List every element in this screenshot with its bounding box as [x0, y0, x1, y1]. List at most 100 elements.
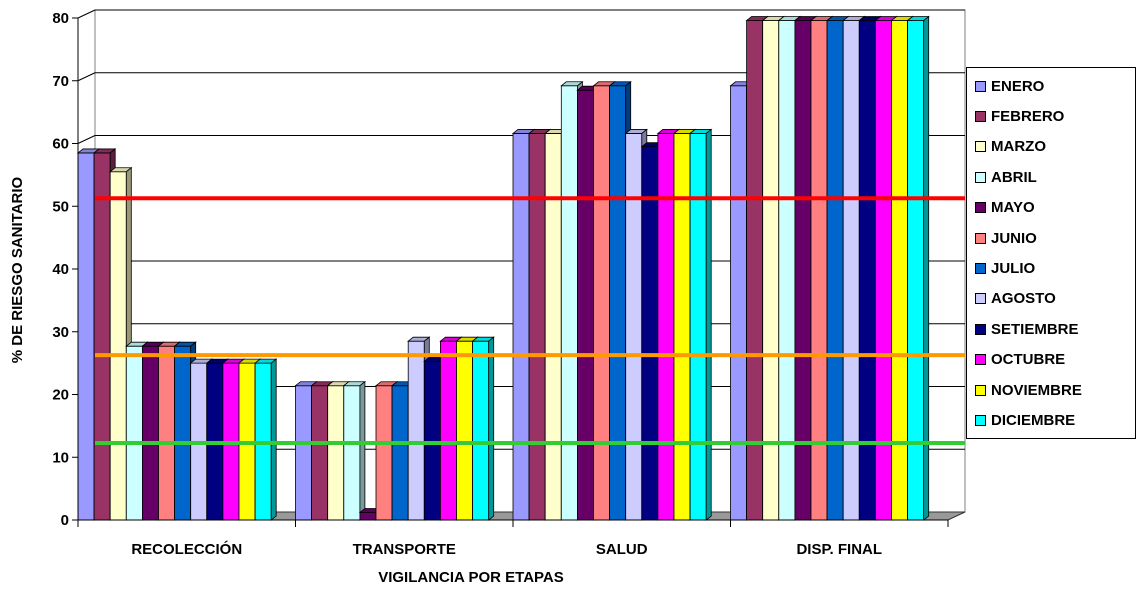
legend-swatch: [975, 171, 986, 183]
bar-front: [875, 20, 892, 521]
y-tick-label: 0: [61, 512, 69, 529]
legend-item: JULIO: [975, 258, 1035, 278]
bar-front: [407, 340, 425, 521]
bar-front: [423, 360, 441, 521]
bar-side: [488, 336, 495, 521]
legend-item: MAYO: [975, 198, 1035, 218]
bar-front: [295, 385, 313, 521]
bar-front: [528, 133, 546, 521]
bar-front: [391, 385, 409, 521]
legend-label: MAYO: [991, 199, 1035, 217]
y-axis-title: % DE RIESGO SANITARIO: [9, 176, 26, 363]
legend-item: DICIEMBRE: [975, 410, 1075, 430]
bar-front: [375, 385, 393, 521]
x-axis-title: VIGILANCIA POR ETAPAS: [378, 569, 564, 586]
legend-item: NOVIEMBRE: [975, 380, 1082, 400]
bar: [471, 336, 495, 521]
legend: ENERO FEBRERO MARZO ABRIL MAYO JUNIO JULIO AGOS…: [966, 67, 1136, 439]
y-tick-label: 70: [52, 73, 69, 90]
x-tick-label: SALUD: [596, 541, 648, 558]
bar-front: [891, 20, 909, 521]
bar-front: [657, 133, 675, 521]
legend-swatch: [975, 141, 986, 153]
bar-front: [842, 20, 860, 521]
gridline-side: [77, 135, 96, 144]
legend-swatch: [975, 232, 986, 244]
bar-front: [858, 20, 876, 521]
legend-swatch: [975, 384, 986, 396]
bar-side: [705, 128, 712, 521]
bar-front: [907, 20, 925, 521]
legend-swatch: [975, 202, 986, 214]
bar-front: [762, 20, 780, 521]
bar-side: [270, 358, 277, 521]
bar-front: [609, 85, 627, 521]
bar-front: [625, 133, 643, 521]
legend-swatch: [975, 354, 986, 366]
legend-item: MARZO: [975, 137, 1046, 157]
bar: [342, 380, 367, 521]
legend-swatch: [975, 293, 986, 305]
legend-swatch: [975, 414, 986, 426]
bar-front: [778, 20, 796, 521]
bar-front: [174, 345, 192, 521]
legend-item: ENERO: [975, 76, 1044, 96]
legend-swatch: [975, 262, 986, 274]
bar-front: [544, 133, 562, 521]
legend-swatch: [975, 323, 986, 335]
legend-swatch: [975, 110, 986, 122]
bar-front: [77, 152, 95, 521]
bar-front: [472, 340, 490, 521]
legend-item: SETIEMBRE: [975, 319, 1079, 339]
legend-item: JUNIO: [975, 228, 1037, 248]
bar-front: [577, 89, 594, 521]
bar-front: [158, 345, 176, 521]
y-tick-label: 10: [52, 449, 69, 466]
legend-item: ABRIL: [975, 167, 1037, 187]
y-tick-label: 80: [52, 10, 69, 27]
legend-label: DICIEMBRE: [991, 411, 1076, 429]
legend-label: MARZO: [991, 138, 1046, 156]
y-tick-label: 40: [52, 261, 69, 278]
bar-front: [826, 20, 844, 521]
legend-label: SETIEMBRE: [991, 320, 1079, 338]
bar-front: [689, 133, 707, 521]
legend-item: AGOSTO: [975, 289, 1056, 309]
legend-item: FEBRERO: [975, 106, 1064, 126]
bar-front: [673, 133, 691, 521]
legend-item: OCTUBRE: [975, 350, 1065, 370]
legend-swatch: [975, 80, 986, 92]
gridline-side: [77, 9, 96, 19]
bar-front: [794, 20, 812, 521]
bar-front: [109, 171, 127, 521]
x-tick-label: RECOLECCIÓN: [131, 540, 242, 558]
bar-front: [439, 340, 457, 521]
bar-front: [641, 146, 659, 521]
x-tick-label: TRANSPORTE: [353, 541, 456, 558]
legend-label: JULIO: [991, 259, 1036, 277]
bar-front: [93, 152, 111, 521]
bar-front: [456, 340, 474, 521]
bar-side: [359, 380, 366, 521]
bar-front: [810, 20, 828, 521]
y-tick-label: 50: [52, 198, 69, 215]
y-tick-label: 30: [52, 324, 69, 341]
legend-label: FEBRERO: [991, 107, 1065, 125]
bar-front: [311, 385, 329, 521]
bar: [906, 15, 930, 521]
bar-front: [343, 385, 361, 521]
gridline-side: [77, 72, 96, 82]
legend-label: JUNIO: [991, 229, 1037, 247]
bar-front: [730, 85, 748, 521]
bar-front: [512, 133, 530, 521]
legend-label: ABRIL: [991, 168, 1037, 186]
bar-front: [593, 85, 611, 521]
legend-label: ENERO: [991, 77, 1045, 95]
bar-front: [359, 512, 377, 521]
bar-front: [560, 85, 578, 521]
bar: [688, 128, 713, 521]
bar-front: [746, 20, 764, 521]
bar-front: [125, 345, 143, 521]
